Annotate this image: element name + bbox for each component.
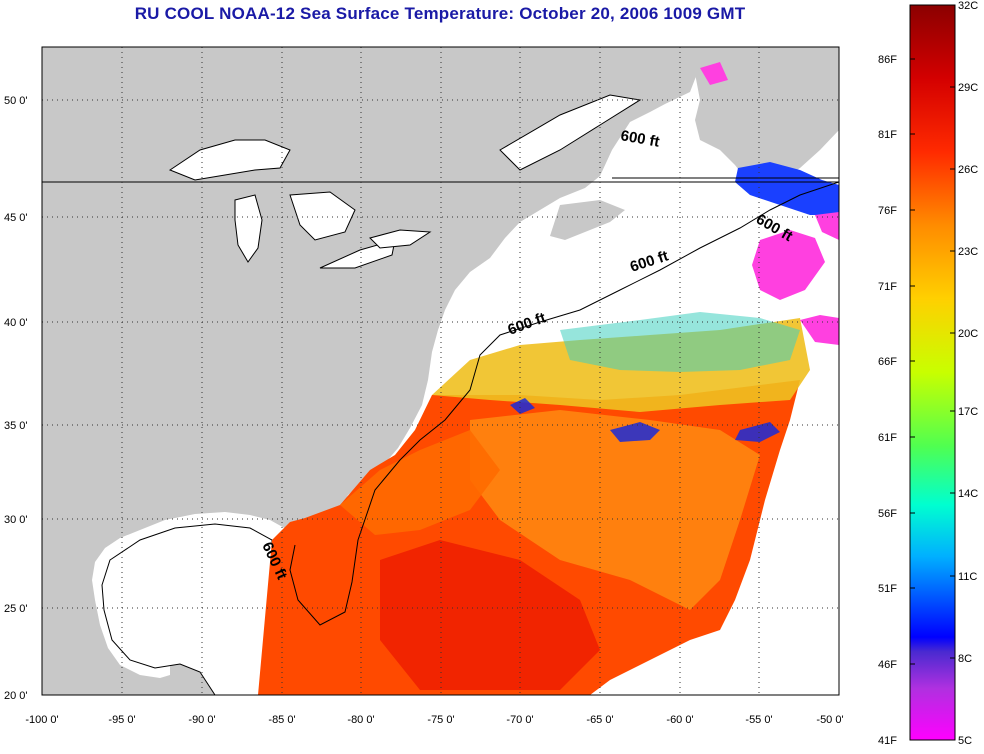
colorbar-fahrenheit-labels: 86F 81F 76F 71F 66F 61F 56F 51F 46F 41F bbox=[878, 54, 897, 747]
lon-tick-label: -90 0' bbox=[188, 714, 215, 726]
lat-tick-label: 20 0' bbox=[4, 690, 28, 702]
colorbar-f-label: 81F bbox=[878, 129, 897, 141]
lon-tick-label: -70 0' bbox=[506, 714, 533, 726]
lon-tick-label: -65 0' bbox=[586, 714, 613, 726]
lon-tick-label: -50 0' bbox=[816, 714, 843, 726]
colorbar-c-label: 29C bbox=[958, 82, 978, 94]
colorbar-f-label: 41F bbox=[878, 735, 897, 747]
contour-label-1: 600 ft bbox=[619, 127, 661, 151]
colorbar-c-label: 20C bbox=[958, 328, 978, 340]
colorbar-f-label: 61F bbox=[878, 432, 897, 444]
sst-swath-red bbox=[380, 540, 600, 690]
grid bbox=[42, 47, 839, 695]
land-nova-scotia bbox=[550, 200, 625, 240]
lake-michigan bbox=[234, 194, 263, 263]
colorbar-c-label: 17C bbox=[958, 406, 978, 418]
lat-tick-label: 25 0' bbox=[4, 603, 28, 615]
sst-swath-orange bbox=[470, 410, 760, 610]
lon-tick-label: -75 0' bbox=[427, 714, 454, 726]
land-north-america bbox=[42, 47, 700, 695]
colorbar-f-label: 66F bbox=[878, 356, 897, 368]
colorbar-f-label: 46F bbox=[878, 659, 897, 671]
color-bar bbox=[909, 4, 956, 741]
colorbar-f-label: 76F bbox=[878, 205, 897, 217]
lon-tick-label: -85 0' bbox=[268, 714, 295, 726]
lake-erie bbox=[319, 239, 396, 269]
contour-600ft bbox=[289, 181, 839, 626]
colorbar-c-label: 23C bbox=[958, 246, 978, 258]
lat-tick-label: 50 0' bbox=[4, 95, 28, 107]
lat-tick-label: 30 0' bbox=[4, 514, 28, 526]
lake-superior bbox=[168, 139, 291, 181]
lon-tick-labels: -100 0' -95 0' -90 0' -85 0' -80 0' -75 … bbox=[25, 714, 843, 726]
st-lawrence bbox=[499, 94, 642, 171]
colorbar-f-label: 71F bbox=[878, 281, 897, 293]
land-newfoundland bbox=[690, 47, 839, 186]
lake-huron bbox=[289, 191, 356, 241]
colorbar-c-label: 8C bbox=[958, 653, 972, 665]
colorbar-c-label: 32C bbox=[958, 0, 978, 12]
colorbar-c-label: 14C bbox=[958, 488, 978, 500]
sst-labrador-cold bbox=[735, 162, 839, 215]
sst-swath-gulfstream bbox=[340, 430, 500, 535]
lon-tick-label: -95 0' bbox=[108, 714, 135, 726]
colorbar-c-label: 26C bbox=[958, 164, 978, 176]
lat-tick-label: 45 0' bbox=[4, 212, 28, 224]
colorbar-f-label: 51F bbox=[878, 583, 897, 595]
lat-tick-label: 35 0' bbox=[4, 420, 28, 432]
lake-ontario bbox=[369, 229, 432, 249]
sst-blue-patches bbox=[510, 398, 780, 442]
lat-tick-label: 40 0' bbox=[4, 317, 28, 329]
colorbar-c-label: 11C bbox=[958, 571, 977, 583]
colorbar-ticks bbox=[910, 58, 955, 665]
lon-tick-label: -60 0' bbox=[666, 714, 693, 726]
map-border bbox=[41, 46, 840, 696]
lon-tick-label: -100 0' bbox=[25, 714, 58, 726]
colorbar-f-label: 86F bbox=[878, 54, 897, 66]
colorbar-c-label: 5C bbox=[958, 735, 972, 747]
lon-tick-label: -55 0' bbox=[745, 714, 772, 726]
map-title: RU COOL NOAA-12 Sea Surface Temperature:… bbox=[134, 4, 746, 23]
lat-tick-labels: 50 0' 45 0' 40 0' 35 0' 30 0' 25 0' 20 0… bbox=[4, 95, 28, 702]
colorbar-f-label: 56F bbox=[878, 508, 897, 520]
colorbar-celsius-labels: 32C 29C 26C 23C 20C 17C 14C 11C 8C 5C bbox=[958, 0, 978, 747]
sst-magenta-patches bbox=[700, 62, 839, 345]
gulf-of-mexico bbox=[101, 523, 273, 695]
lon-tick-label: -80 0' bbox=[347, 714, 374, 726]
